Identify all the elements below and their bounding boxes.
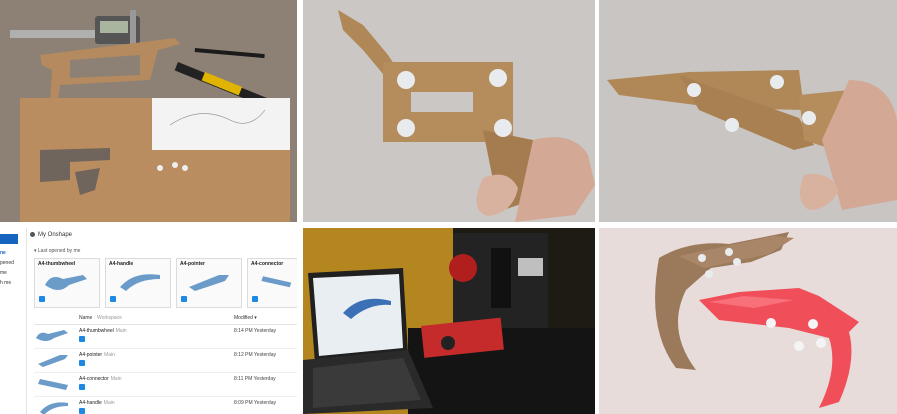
document-card[interactable]: A4-connector [247, 258, 297, 308]
cardboard-prototype [655, 232, 794, 370]
row-owner: Main [103, 400, 115, 406]
document-card[interactable]: A4-pointer [176, 258, 242, 308]
table-row[interactable]: A4-handle Main 8:09 PM Yesterday [34, 396, 297, 414]
cardboard-prototype-open-photo [303, 0, 595, 222]
document-icon [252, 296, 258, 302]
cardboard-sheet [20, 98, 290, 222]
card-title: A4-connector [251, 261, 284, 267]
laptop [303, 268, 433, 414]
printed-prototype [699, 288, 859, 408]
document-icon [181, 296, 187, 302]
home-icon[interactable] [30, 232, 35, 237]
cardboard-frame-piece [40, 38, 180, 100]
sidebar: ne pened me h me [0, 228, 27, 414]
row-modified: 8:09 PM Yesterday [234, 400, 276, 406]
row-name: A4-pointer [79, 352, 103, 358]
caliper [10, 10, 140, 46]
page-title: My Onshape [30, 232, 72, 238]
sidebar-item-me[interactable]: me [0, 270, 7, 276]
column-workspace[interactable]: Workspace [97, 315, 122, 321]
part-thumbnail [36, 330, 68, 341]
part-thumbnail [120, 274, 160, 291]
document-icon [79, 360, 85, 366]
column-name[interactable]: Name [79, 315, 93, 321]
utility-knives [174, 48, 271, 108]
sidebar-item-opened[interactable]: pened [0, 260, 14, 266]
row-name: A4-thumbwheel [79, 328, 114, 334]
row-modified: 8:14 PM Yesterday [234, 328, 276, 334]
document-icon [79, 384, 85, 390]
row-modified: 8:12 PM Yesterday [234, 352, 276, 358]
row-name: A4-handle [79, 400, 102, 406]
part-thumbnail [40, 402, 68, 414]
sidebar-item-recent[interactable]: ne [0, 250, 6, 256]
row-name: A4-connector [79, 376, 109, 382]
row-owner: Main [104, 352, 115, 358]
card-title: A4-handle [109, 261, 134, 267]
document-card[interactable]: A4-thumbwheel [34, 258, 100, 308]
part-thumbnail [189, 275, 229, 291]
row-modified: 8:11 PM Yesterday [234, 376, 276, 382]
part-thumbnail [38, 379, 68, 390]
workbench-photo [0, 0, 297, 222]
sidebar-item-with-me[interactable]: h me [0, 280, 12, 286]
document-card[interactable]: A4-handle [105, 258, 171, 308]
card-title: A4-thumbwheel [38, 261, 76, 267]
part-thumbnail [261, 276, 292, 288]
part-thumbnail [38, 355, 68, 367]
create-button[interactable] [0, 234, 18, 244]
document-icon [110, 296, 116, 302]
card-title: A4-pointer [180, 261, 205, 267]
table-row[interactable]: A4-connector Main 8:11 PM Yesterday [34, 372, 297, 397]
table-header: Name Workspace Modified ▾ [34, 314, 297, 325]
table-row[interactable]: A4-thumbwheel Main 8:14 PM Yesterday [34, 324, 297, 349]
comparison-photo [599, 228, 897, 414]
cardboard-prototype-closed-photo [599, 0, 897, 222]
table-row[interactable]: A4-pointer Main 8:12 PM Yesterday [34, 348, 297, 373]
column-modified[interactable]: Modified ▾ [234, 315, 257, 321]
row-owner: Main [115, 328, 127, 334]
part-thumbnail [45, 275, 87, 290]
row-owner: Main [110, 376, 122, 382]
document-icon [79, 336, 85, 342]
document-icon [39, 296, 45, 302]
onshape-screenshot: ne pened me h me My Onshape ▾ Last opene… [0, 228, 297, 414]
electronics-board [421, 317, 504, 358]
document-icon [79, 408, 85, 414]
laptop-printer-photo [303, 228, 595, 414]
hand [476, 137, 595, 222]
recent-section-label[interactable]: ▾ Last opened by me [34, 248, 81, 254]
3d-printer [449, 233, 548, 328]
hand [800, 80, 897, 210]
